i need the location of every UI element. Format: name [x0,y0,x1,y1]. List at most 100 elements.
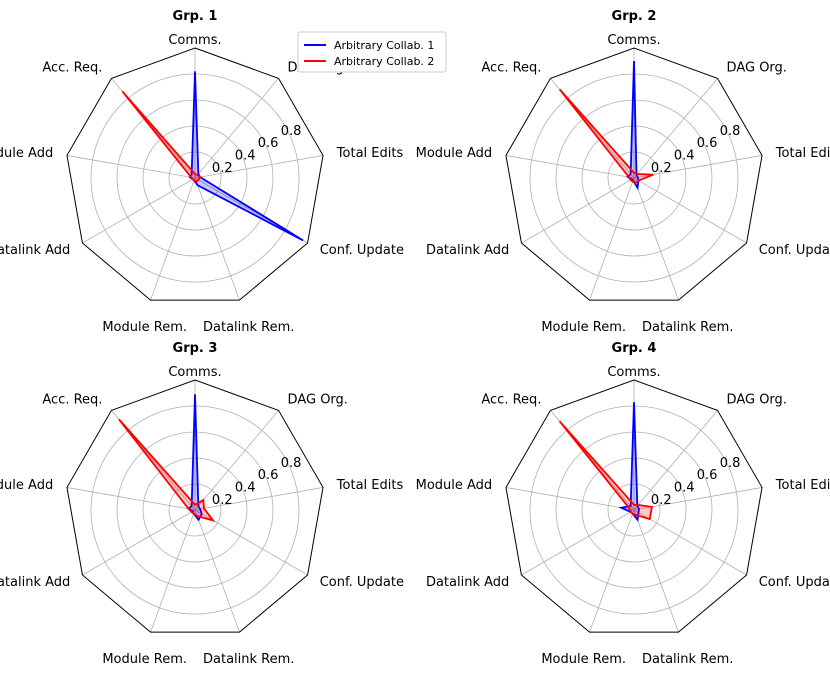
series-2-area [121,90,202,183]
axis-label-6: Module Rem. [541,320,626,335]
axis-label-2: DAG Org. [727,393,787,408]
radar-panel-3: 0.20.40.60.8 Comms. DAG Org. Total Edits Con… [0,341,404,667]
legend-frame [297,31,447,73]
spoke-3 [633,487,763,511]
radial-tick-label: 0.8 [281,124,302,139]
radar-frame [505,47,763,301]
spoke-3 [194,155,324,179]
axis-label-1: Comms. [607,33,660,48]
series-1-area [618,402,641,522]
radial-tick-label: 0.6 [258,468,279,483]
axis-label-8: Module Add [416,146,493,161]
legend-label-series-2: Arbitrary Collab. 2 [334,55,434,68]
spoke-4 [633,509,747,576]
axis-label-7: Datalink Add [0,575,70,590]
axis-label-9: Acc. Req. [481,61,541,76]
spoke-7 [521,177,635,244]
spoke-2 [194,410,279,511]
axis-label-9: Acc. Req. [42,393,102,408]
legend: Arbitrary Collab. 1 Arbitrary Collab. 2 [297,31,447,73]
axis-label-7: Datalink Add [0,243,70,258]
radial-tick-label: 0.2 [212,161,233,176]
spoke-6 [150,509,196,633]
axis-label-7: Datalink Add [426,575,509,590]
radial-tick-label: 0.8 [281,456,302,471]
axis-label-9: Acc. Req. [481,393,541,408]
radar-panel-2: 0.20.40.60.8 Comms. DAG Org. Total Edits Con… [416,9,830,335]
spoke-6 [150,177,196,301]
spoke-8 [66,487,196,511]
axis-label-2: DAG Org. [727,61,787,76]
axis-label-3: Total Edits [336,478,404,493]
radar-panel-4: 0.20.40.60.8 Comms. DAG Org. Total Edits Con… [416,341,830,667]
series-1-area [626,60,640,191]
spoke-2 [633,78,718,179]
radial-tick-label: 0.6 [697,136,718,151]
spoke-7 [82,509,196,576]
series-1-area [187,394,203,522]
spoke-5 [194,509,240,633]
axis-label-5: Datalink Rem. [203,320,294,335]
axis-label-3: Total Edits [775,146,830,161]
axis-label-4: Conf. Update [320,575,404,590]
axis-label-4: Conf. Update [320,243,404,258]
spoke-7 [521,509,635,576]
panel-title: Grp. 1 [173,9,218,24]
axis-label-1: Comms. [168,33,221,48]
axis-label-2: DAG Org. [288,393,348,408]
axis-label-3: Total Edits [775,478,830,493]
radial-tick-label: 0.4 [235,480,256,495]
spoke-5 [633,177,679,301]
radial-tick-label: 0.6 [258,136,279,151]
panel-title: Grp. 2 [612,9,657,24]
spoke-5 [633,509,679,633]
spoke-6 [589,177,635,301]
spoke-4 [633,177,747,244]
axis-label-8: Module Add [416,478,493,493]
axis-label-7: Datalink Add [426,243,509,258]
axis-label-3: Total Edits [336,146,404,161]
series-2-area [558,420,653,521]
radial-tick-label: 0.6 [697,468,718,483]
radial-tick-label: 0.4 [674,480,695,495]
spoke-2 [633,410,718,511]
axis-label-8: Module Add [0,146,53,161]
series-2-area [558,88,654,184]
radial-tick-label: 0.2 [212,493,233,508]
radar-frame [505,379,763,633]
spoke-7 [82,177,196,244]
radial-tick-label: 0.2 [651,161,672,176]
spoke-8 [505,487,635,511]
radial-tick-label: 0.4 [235,148,256,163]
axis-label-6: Module Rem. [102,320,187,335]
axis-label-1: Comms. [607,365,660,380]
spoke-2 [194,78,279,179]
axis-label-6: Module Rem. [102,652,187,667]
spoke-8 [505,155,635,179]
axis-label-4: Conf. Update [759,575,830,590]
panel-title: Grp. 4 [612,341,657,356]
axis-label-5: Datalink Rem. [642,652,733,667]
radial-tick-label: 0.2 [651,493,672,508]
legend-label-series-1: Arbitrary Collab. 1 [334,39,434,52]
spoke-3 [633,155,763,179]
radar-frame [66,47,324,301]
radar-frame [66,379,324,633]
panel-title: Grp. 3 [173,341,218,356]
axis-label-6: Module Rem. [541,652,626,667]
radial-tick-label: 0.8 [720,124,741,139]
radial-tick-label: 0.8 [720,456,741,471]
axis-label-8: Module Add [0,478,53,493]
series-2-area [118,418,216,522]
spoke-3 [194,487,324,511]
spoke-5 [194,177,240,301]
spoke-6 [589,509,635,633]
axis-label-5: Datalink Rem. [203,652,294,667]
axis-label-1: Comms. [168,365,221,380]
radial-tick-label: 0.4 [674,148,695,163]
axis-label-4: Conf. Update [759,243,830,258]
spoke-8 [66,155,196,179]
axis-label-5: Datalink Rem. [642,320,733,335]
